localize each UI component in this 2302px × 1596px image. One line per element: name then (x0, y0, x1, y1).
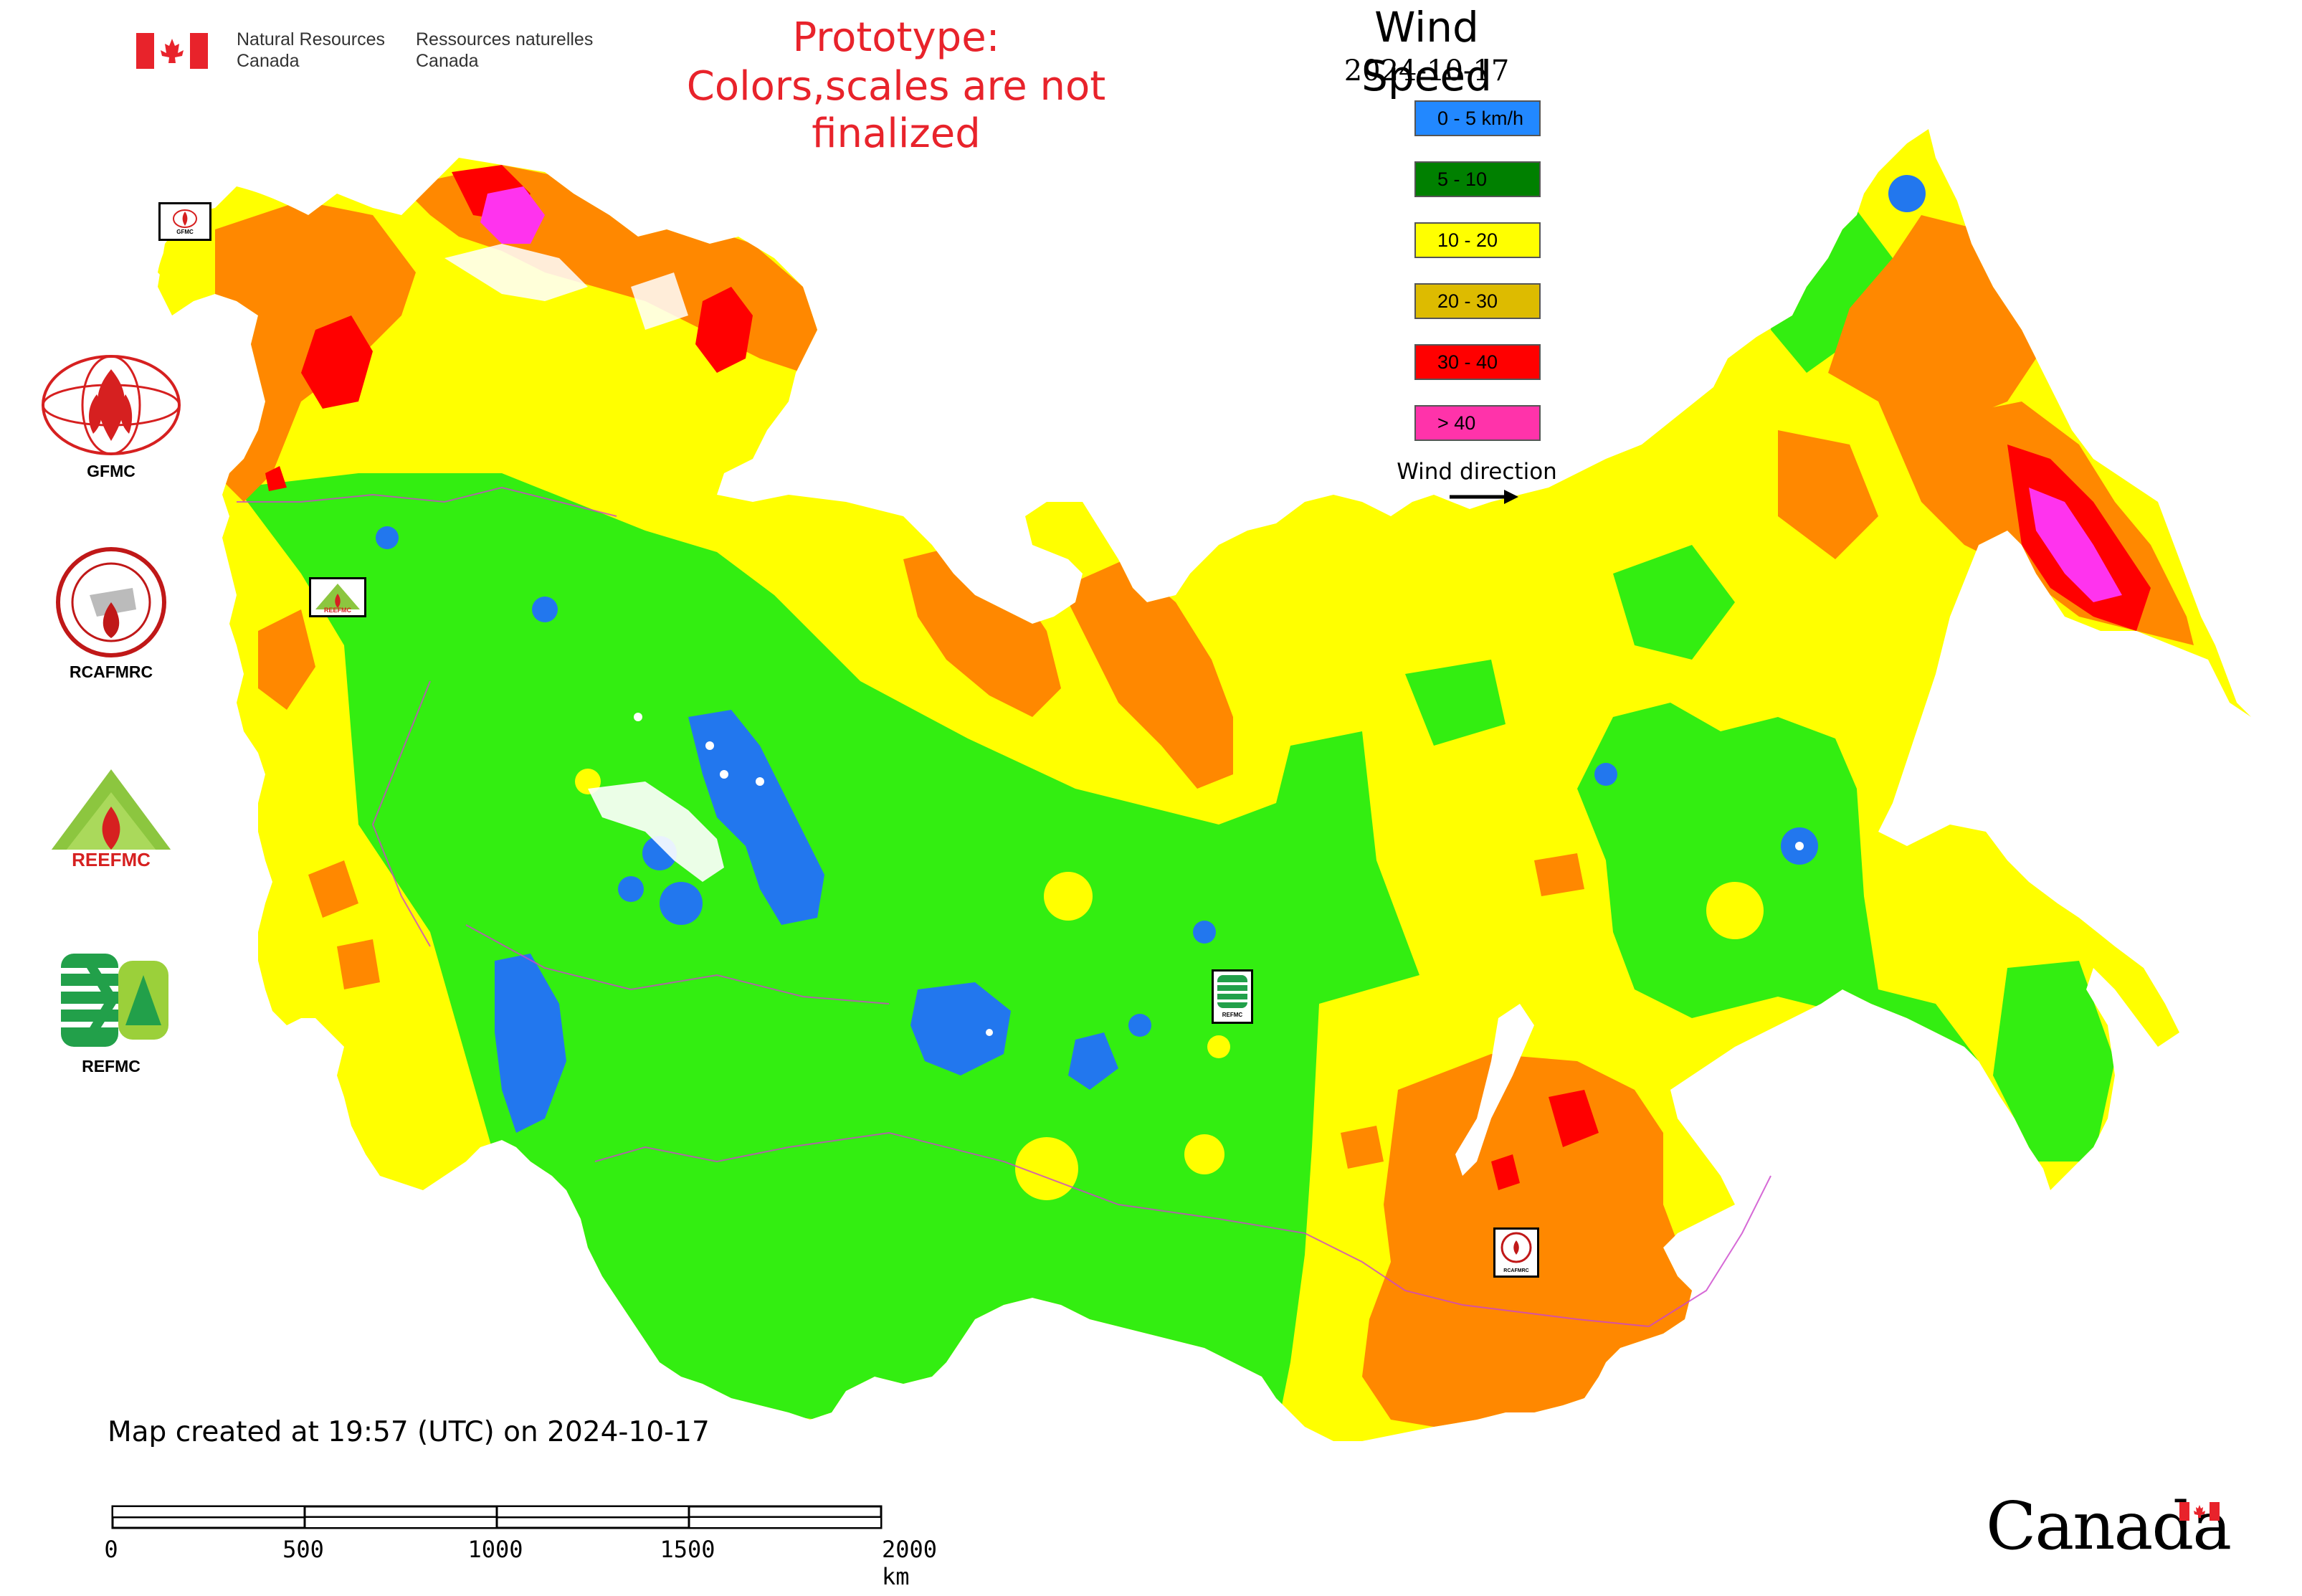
legend-item-10-20: 10 - 20 (1414, 222, 1541, 258)
refmc-marker-label: REFMC (1222, 1012, 1243, 1018)
government-header: Natural Resources Canada Ressources natu… (136, 29, 602, 79)
refmc-sigma-logo-icon (61, 954, 168, 1047)
gfmc-globe-flame-logo-icon (42, 355, 181, 455)
legend-item-5-10: 5 - 10 (1414, 161, 1541, 197)
refmc-logo-block: REFMC (29, 946, 194, 1076)
map-created-timestamp: Map created at 19:57 (UTC) on 2024-10-17 (108, 1416, 710, 1448)
legend-title: Wind Speed (1361, 3, 1492, 100)
reefmc-marker-label: REEFMC (324, 607, 352, 614)
scale-tick-0: 0 (104, 1536, 118, 1563)
prototype-heading: Prototype: (792, 14, 1000, 61)
legend-date: 2024-10-17 (1343, 54, 1510, 87)
prototype-notice: Colors,scales are not finalized (686, 63, 1106, 157)
reefmc-marker-icon: REEFMC (315, 584, 360, 614)
gfmc-marker-label: GFMC (176, 229, 194, 235)
legend-item-0-5: 0 - 5 km/h (1414, 100, 1541, 136)
refmc-marker-icon: REFMC (1217, 975, 1247, 1018)
legend-item-over-40: > 40 (1414, 405, 1541, 441)
department-name-en: Natural Resources Canada (237, 29, 386, 71)
department-name-fr: Ressources naturelles Canada (416, 29, 594, 71)
scale-tick-1000: 1000 (467, 1536, 523, 1563)
reefmc-triangle-logo-icon: REEFMC (39, 769, 183, 870)
canada-flag-icon (136, 33, 208, 69)
scale-tick-500: 500 (282, 1536, 324, 1563)
rcafmrc-seal-logo-icon (56, 547, 166, 657)
wind-direction-arrow-icon (1450, 490, 1518, 504)
wind-direction-label: Wind direction (1397, 459, 1557, 485)
gfmc-logo-block: GFMC (29, 351, 194, 481)
legend-item-30-40: 30 - 40 (1414, 344, 1541, 380)
scale-tick-2000: 2000 km (882, 1536, 938, 1590)
gfmc-marker-icon: GFMC (173, 209, 197, 235)
scale-bar-graphic (111, 1505, 883, 1529)
gfmc-map-marker[interactable]: GFMC (158, 202, 211, 241)
rcafmrc-marker-icon: RCAFMRC (1500, 1232, 1532, 1273)
legend-item-20-30: 20 - 30 (1414, 283, 1541, 319)
reefmc-logo-block: REEFMC (29, 764, 194, 881)
rcafmrc-logo-block: RCAFMRC (29, 545, 194, 682)
rcafmrc-map-marker[interactable]: RCAFMRC (1493, 1227, 1539, 1278)
wordmark-flag-icon (2179, 1502, 2220, 1521)
refmc-map-marker[interactable]: REFMC (1212, 969, 1253, 1024)
rcafmrc-label: RCAFMRC (69, 662, 153, 681)
refmc-label: REFMC (82, 1057, 141, 1075)
gfmc-label: GFMC (87, 462, 135, 480)
scale-bar: 0 500 1000 1500 2000 km (104, 1498, 968, 1590)
reefmc-map-marker[interactable]: REEFMC (309, 577, 366, 617)
rcafmrc-marker-label: RCAFMRC (1503, 1268, 1528, 1273)
scale-tick-1500: 1500 (660, 1536, 715, 1563)
canada-wordmark: Canada (1986, 1488, 2232, 1564)
svg-text:REEFMC: REEFMC (72, 849, 151, 870)
